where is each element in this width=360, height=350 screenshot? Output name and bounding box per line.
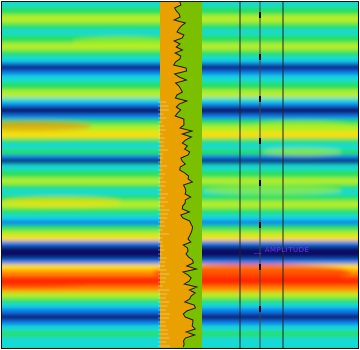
- well-log-track: [158, 2, 202, 348]
- amplitude-anomaly: [262, 148, 342, 156]
- amplitude-annotation: __ AMPLITUDE: [254, 246, 310, 254]
- seismic-display: __ AMPLITUDE: [2, 2, 358, 348]
- amplitude-anomaly: [2, 276, 112, 288]
- log-curve-fill: [160, 2, 197, 348]
- guide-lines: [239, 2, 284, 348]
- amplitude-anomaly: [252, 121, 352, 131]
- log-curve-line: [172, 2, 199, 348]
- amplitude-anomaly: [72, 37, 172, 47]
- amplitude-anomaly: [2, 121, 92, 131]
- amplitude-anomaly: [202, 185, 342, 195]
- seismic-amplitude-image: [2, 2, 358, 348]
- amplitude-anomaly: [2, 197, 122, 207]
